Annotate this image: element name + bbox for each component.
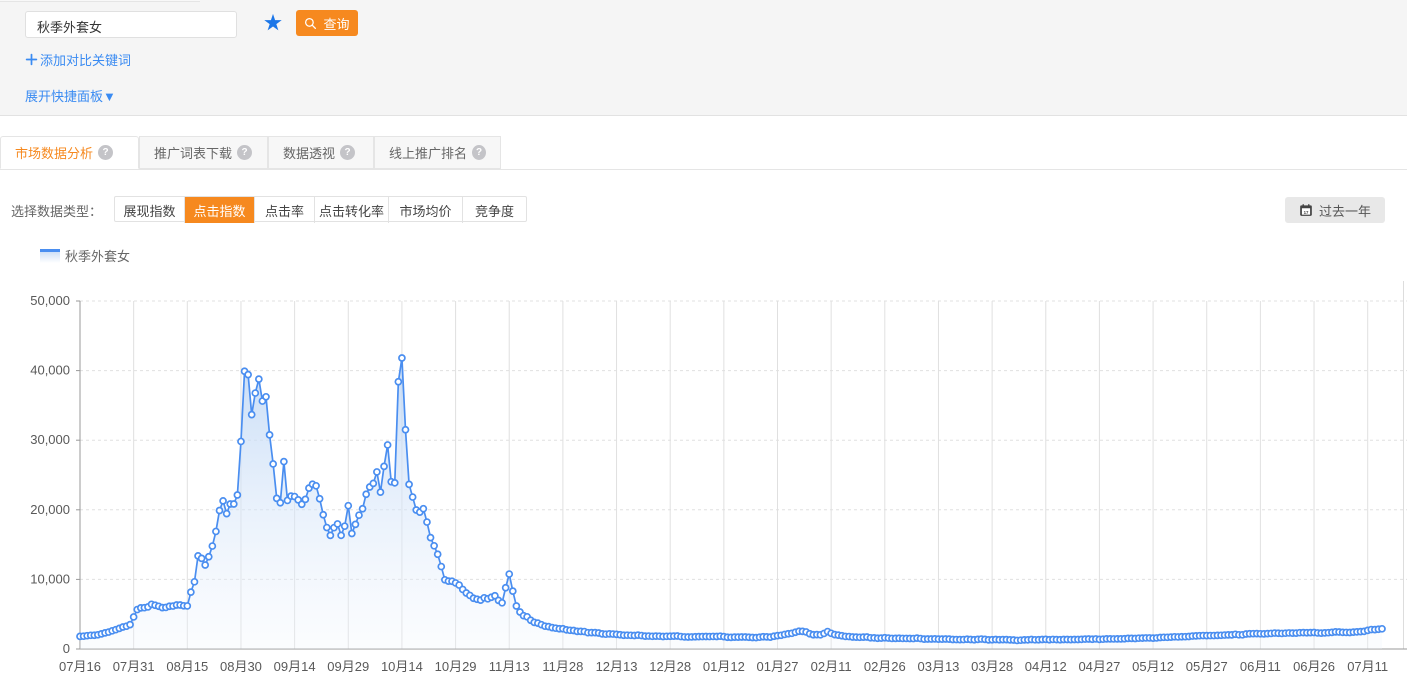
- svg-text:10,000: 10,000: [30, 571, 70, 586]
- svg-text:11月28: 11月28: [542, 659, 583, 674]
- svg-text:06月26: 06月26: [1293, 659, 1335, 674]
- svg-text:08月15: 08月15: [166, 659, 208, 674]
- svg-text:01月27: 01月27: [757, 659, 799, 674]
- svg-text:10月14: 10月14: [381, 659, 423, 674]
- svg-text:12月28: 12月28: [649, 659, 691, 674]
- svg-text:11月13: 11月13: [489, 659, 530, 674]
- svg-text:03月13: 03月13: [917, 659, 959, 674]
- svg-text:40,000: 40,000: [30, 363, 70, 378]
- svg-text:05月12: 05月12: [1132, 659, 1174, 674]
- svg-text:02月26: 02月26: [864, 659, 906, 674]
- svg-text:06月11: 06月11: [1240, 659, 1281, 674]
- svg-text:08月30: 08月30: [220, 659, 262, 674]
- svg-text:01月12: 01月12: [703, 659, 745, 674]
- svg-text:10月29: 10月29: [435, 659, 477, 674]
- svg-text:09月14: 09月14: [274, 659, 316, 674]
- svg-text:0: 0: [63, 641, 70, 656]
- svg-text:20,000: 20,000: [30, 502, 70, 517]
- svg-text:12月13: 12月13: [596, 659, 638, 674]
- svg-text:07月31: 07月31: [113, 659, 155, 674]
- svg-text:09月29: 09月29: [327, 659, 369, 674]
- svg-text:03月28: 03月28: [971, 659, 1013, 674]
- svg-text:30,000: 30,000: [30, 432, 70, 447]
- svg-text:04月27: 04月27: [1078, 659, 1120, 674]
- svg-text:17: 17: [1304, 210, 1309, 215]
- svg-text:05月27: 05月27: [1186, 659, 1228, 674]
- svg-text:07月16: 07月16: [59, 659, 101, 674]
- svg-text:04月12: 04月12: [1025, 659, 1067, 674]
- svg-text:07月11: 07月11: [1347, 659, 1388, 674]
- svg-text:02月11: 02月11: [811, 659, 852, 674]
- svg-text:50,000: 50,000: [30, 293, 70, 308]
